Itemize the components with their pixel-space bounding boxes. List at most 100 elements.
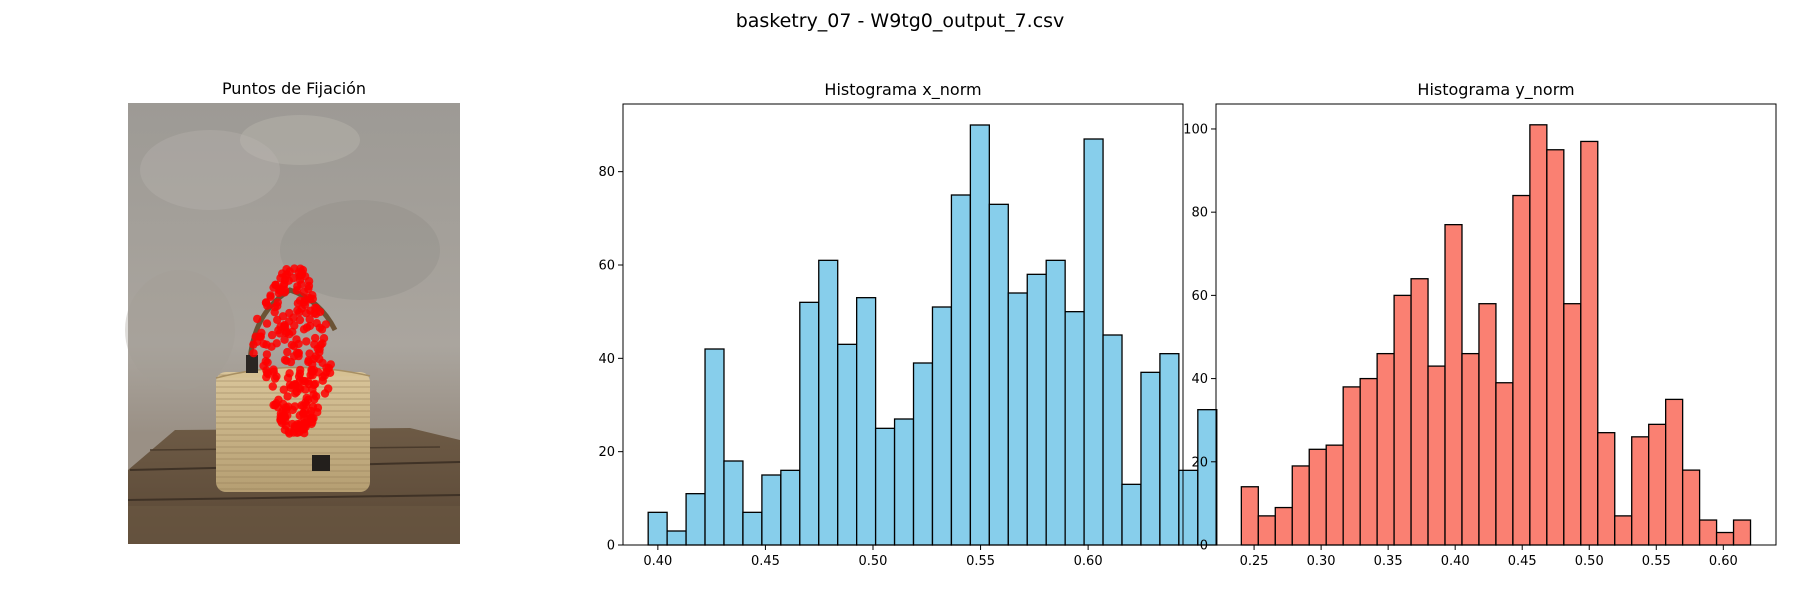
hist-x-ytick-label: 40 — [598, 352, 615, 367]
hist-y-bar — [1546, 149, 1565, 546]
hist-y-bar — [1410, 278, 1429, 546]
hist-y-axes-frame — [1215, 103, 1777, 546]
fixation-point — [249, 340, 258, 349]
fixation-point — [300, 429, 309, 438]
fixation-point — [302, 337, 311, 346]
fixation-point — [273, 315, 282, 324]
hist-x-bar — [666, 530, 687, 546]
fixation-point — [305, 295, 315, 304]
fixation-point — [273, 298, 282, 307]
fixation-point — [311, 333, 320, 343]
hist-x-bar — [1064, 311, 1085, 546]
hist-x-bar — [1159, 353, 1180, 546]
fixation-point — [262, 372, 271, 382]
hist-y-bar — [1529, 124, 1548, 546]
hist-y-bar — [1631, 436, 1650, 546]
hist-y-xtick-label: 0.55 — [1642, 554, 1671, 569]
hist-y-ytick-label: 80 — [1191, 206, 1208, 221]
hist-y-ytick-label: 60 — [1191, 289, 1208, 304]
fixation-point — [282, 327, 292, 336]
hist-x-bar — [1045, 259, 1066, 546]
hist-x-xtick-label: 0.40 — [643, 554, 672, 569]
fixation-point — [305, 315, 314, 324]
fixation-point — [302, 400, 311, 409]
image-panel-title: Puntos de Fijación — [222, 79, 366, 98]
fixation-point — [266, 291, 275, 300]
fixation-points — [249, 264, 335, 438]
hist-x-ytick-label: 0 — [607, 539, 615, 554]
hist-y-bar — [1393, 294, 1412, 546]
fixation-point — [318, 358, 327, 368]
fixation-point — [274, 326, 283, 335]
fixation-point — [292, 286, 301, 295]
hist-y-bar — [1478, 303, 1497, 546]
fixation-point — [280, 335, 289, 344]
hist-x-ytick-label: 80 — [598, 165, 615, 180]
fixation-point — [280, 320, 289, 330]
fixation-point — [279, 385, 288, 394]
fixation-point — [288, 419, 297, 429]
hist-x-ytick-label: 60 — [598, 259, 615, 274]
fixation-point — [249, 349, 258, 358]
fixation-point — [289, 273, 298, 283]
hist-x-bar — [1102, 334, 1123, 546]
hist-y-bar — [1715, 531, 1735, 546]
hist-x-bar — [818, 259, 839, 546]
hist-y-xtick-label: 0.50 — [1575, 554, 1604, 569]
hist-x-xtick-label: 0.45 — [751, 554, 780, 569]
hist-x-bar — [1121, 483, 1142, 546]
hist-x-bar — [742, 511, 763, 546]
fixation-point — [262, 319, 272, 328]
histogram-x-norm: Histograma x_norm 0.40 0.45 0.50 0.55 0.60 0 20… — [598, 80, 1218, 569]
hist-y-bar — [1342, 386, 1361, 546]
hist-y-xtick-label: 0.30 — [1307, 554, 1336, 569]
hist-y-bar — [1444, 224, 1463, 546]
fixation-point — [276, 284, 285, 294]
hist-y-ytick-label: 40 — [1191, 372, 1208, 387]
hist-x-bar — [1083, 138, 1104, 546]
fixation-point — [277, 418, 287, 428]
hist-x-bar — [1178, 469, 1199, 546]
hist-x-bar — [761, 474, 782, 546]
hist-y-bar — [1563, 303, 1582, 546]
hist-y-xtick-label: 0.45 — [1508, 554, 1537, 569]
fixation-point — [285, 267, 294, 276]
fixation-point — [282, 356, 291, 365]
fixation-point — [297, 268, 307, 278]
hist-y-bar — [1681, 469, 1701, 546]
fixation-point — [313, 403, 323, 412]
fixation-point — [262, 350, 272, 359]
hist-y-bar — [1580, 140, 1599, 546]
fixation-point — [289, 313, 298, 322]
hist-x-ytick-label: 20 — [598, 445, 615, 460]
fixation-point — [270, 307, 279, 317]
hist-y-bar — [1732, 519, 1752, 546]
hist-y-bar — [1665, 398, 1684, 546]
hist-x-xtick-label: 0.60 — [1074, 554, 1103, 569]
fixation-point — [299, 287, 309, 297]
hist-y-bar — [1257, 515, 1276, 546]
hist-x-bar — [1197, 409, 1218, 546]
fixation-point — [268, 382, 277, 391]
fixation-point — [296, 384, 305, 393]
hist-y-ytick-label: 100 — [1183, 122, 1208, 137]
fixation-point — [320, 371, 329, 380]
hist-y-bar — [1325, 444, 1344, 546]
fixation-point — [295, 315, 305, 325]
hist-x-bar — [799, 301, 820, 546]
fixation-point — [267, 330, 277, 340]
fixation-point — [263, 358, 272, 367]
hist-y-bar — [1427, 365, 1446, 546]
hist-y-bar — [1240, 486, 1259, 546]
hist-y-ytick-label: 20 — [1191, 455, 1208, 470]
fixation-point — [300, 413, 309, 423]
fixation-point — [274, 395, 283, 404]
fixation-point — [278, 406, 287, 416]
fixation-point — [295, 308, 304, 317]
fixation-point — [294, 339, 303, 349]
hist-y-bar — [1359, 377, 1378, 546]
hist-x-bar — [931, 306, 953, 546]
hist-x-bar — [837, 343, 858, 546]
fixation-point — [307, 365, 316, 375]
